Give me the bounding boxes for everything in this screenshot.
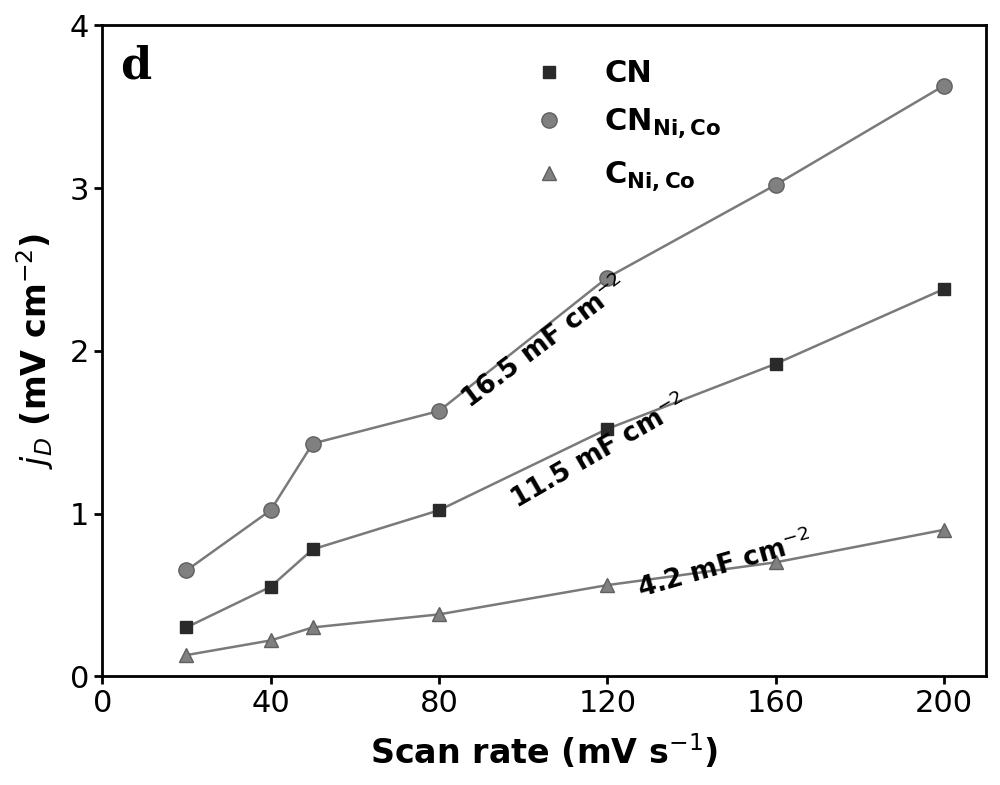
Y-axis label: $\mathit{j}$$_{\mathit{D}}$ (mV cm$^{-2}$): $\mathit{j}$$_{\mathit{D}}$ (mV cm$^{-2}… [14, 233, 56, 469]
Text: 11.5 mF cm$^{-2}$: 11.5 mF cm$^{-2}$ [505, 389, 693, 514]
Text: 4.2 mF cm$^{-2}$: 4.2 mF cm$^{-2}$ [635, 527, 816, 604]
X-axis label: Scan rate (mV s$^{-1}$): Scan rate (mV s$^{-1}$) [370, 732, 718, 771]
Legend: CN, CN$_{\mathbf{Ni, Co}}$, C$_{\mathbf{Ni, Co}}$: CN, CN$_{\mathbf{Ni, Co}}$, C$_{\mathbf{… [506, 47, 734, 206]
Text: d: d [120, 45, 151, 88]
Text: 16.5 mF cm$^{-2}$: 16.5 mF cm$^{-2}$ [456, 271, 633, 414]
